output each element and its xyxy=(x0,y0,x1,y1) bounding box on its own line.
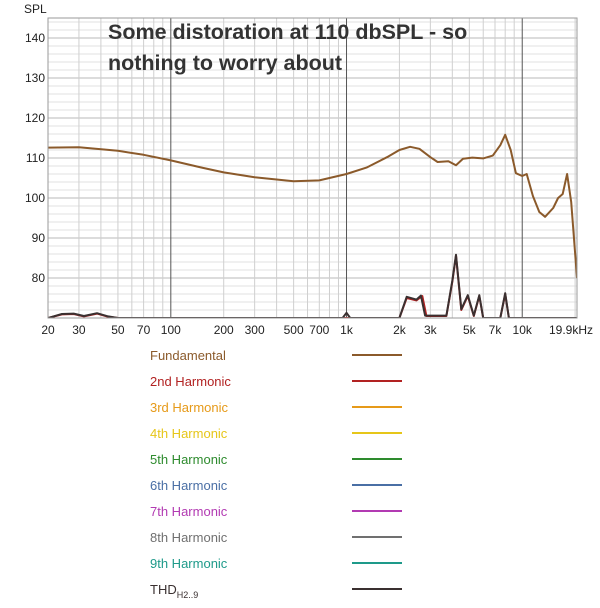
series-fundamental xyxy=(48,133,577,279)
plot-frame xyxy=(47,17,578,319)
y-tick-label: 100 xyxy=(25,191,45,205)
legend-label: 6th Harmonic xyxy=(150,478,228,493)
chart-title-line-1: Some distoration at 110 dbSPL - so xyxy=(108,20,467,44)
series-thd xyxy=(48,253,577,318)
legend-label: 9th Harmonic xyxy=(150,556,228,571)
legend-swatch xyxy=(352,432,402,434)
legend-item-thd: THDH2..9 xyxy=(150,578,410,604)
tick-labels: 80 90 100 110 120 130 140 20 30 50 70 100 200 300 500 7… xyxy=(25,31,593,337)
y-axis-label: SPL xyxy=(24,2,47,16)
legend-label: 8th Harmonic xyxy=(150,530,228,545)
legend-swatch xyxy=(352,562,402,564)
legend-item-fundamental: Fundamental xyxy=(150,344,410,370)
x-tick-label: 20 xyxy=(41,323,55,337)
x-tick-label: 500 xyxy=(284,323,304,337)
legend-label: Fundamental xyxy=(150,348,226,363)
legend-swatch xyxy=(352,484,402,486)
x-tick-label: 50 xyxy=(111,323,125,337)
frequency-response-chart: 80 90 100 110 120 130 140 20 30 50 70 100 200 300 500 7… xyxy=(24,2,593,337)
x-tick-label: 100 xyxy=(161,323,181,337)
legend: Fundamental 2nd Harmonic 3rd Harmonic 4t… xyxy=(150,344,410,604)
legend-label: 7th Harmonic xyxy=(150,504,228,519)
legend-label: THDH2..9 xyxy=(150,582,198,600)
thd-subscript: H2..9 xyxy=(176,590,199,600)
legend-label: 2nd Harmonic xyxy=(150,374,231,389)
y-tick-label: 140 xyxy=(25,31,45,45)
legend-item-4th-harmonic: 4th Harmonic xyxy=(150,422,410,448)
chart-title-line-2: nothing to worry about xyxy=(108,51,342,75)
x-tick-label: 70 xyxy=(137,323,151,337)
x-tick-label: 5k xyxy=(463,323,477,337)
y-tick-label: 80 xyxy=(32,271,46,285)
y-tick-label: 110 xyxy=(26,151,45,165)
x-tick-label: 700 xyxy=(309,323,329,337)
y-tick-label: 120 xyxy=(25,111,45,125)
legend-swatch xyxy=(352,354,402,356)
x-tick-label: 1k xyxy=(340,323,354,337)
y-tick-label: 90 xyxy=(32,231,46,245)
legend-swatch xyxy=(352,510,402,512)
series-lines xyxy=(48,133,577,318)
x-tick-label: 2k xyxy=(393,323,407,337)
x-tick-label: 19.9kHz xyxy=(549,323,593,337)
legend-item-3rd-harmonic: 3rd Harmonic xyxy=(150,396,410,422)
x-tick-label: 300 xyxy=(245,323,265,337)
legend-item-2nd-harmonic: 2nd Harmonic xyxy=(150,370,410,396)
x-tick-label: 7k xyxy=(489,323,503,337)
legend-item-8th-harmonic: 8th Harmonic xyxy=(150,526,410,552)
legend-swatch xyxy=(352,588,402,590)
legend-item-5th-harmonic: 5th Harmonic xyxy=(150,448,410,474)
x-tick-label: 10k xyxy=(513,323,533,337)
legend-swatch xyxy=(352,458,402,460)
legend-swatch xyxy=(352,536,402,538)
legend-label: 4th Harmonic xyxy=(150,426,228,441)
x-tick-label: 3k xyxy=(424,323,438,337)
legend-label: 5th Harmonic xyxy=(150,452,228,467)
legend-item-6th-harmonic: 6th Harmonic xyxy=(150,474,410,500)
x-tick-label: 30 xyxy=(72,323,86,337)
legend-swatch xyxy=(352,406,402,408)
legend-swatch xyxy=(352,380,402,382)
y-tick-label: 130 xyxy=(25,71,45,85)
legend-item-9th-harmonic: 9th Harmonic xyxy=(150,552,410,578)
legend-item-7th-harmonic: 7th Harmonic xyxy=(150,500,410,526)
thd-label: THD xyxy=(150,582,177,597)
x-tick-label: 200 xyxy=(214,323,234,337)
legend-label: 3rd Harmonic xyxy=(150,400,229,415)
series-2nd-harmonic xyxy=(48,254,577,318)
